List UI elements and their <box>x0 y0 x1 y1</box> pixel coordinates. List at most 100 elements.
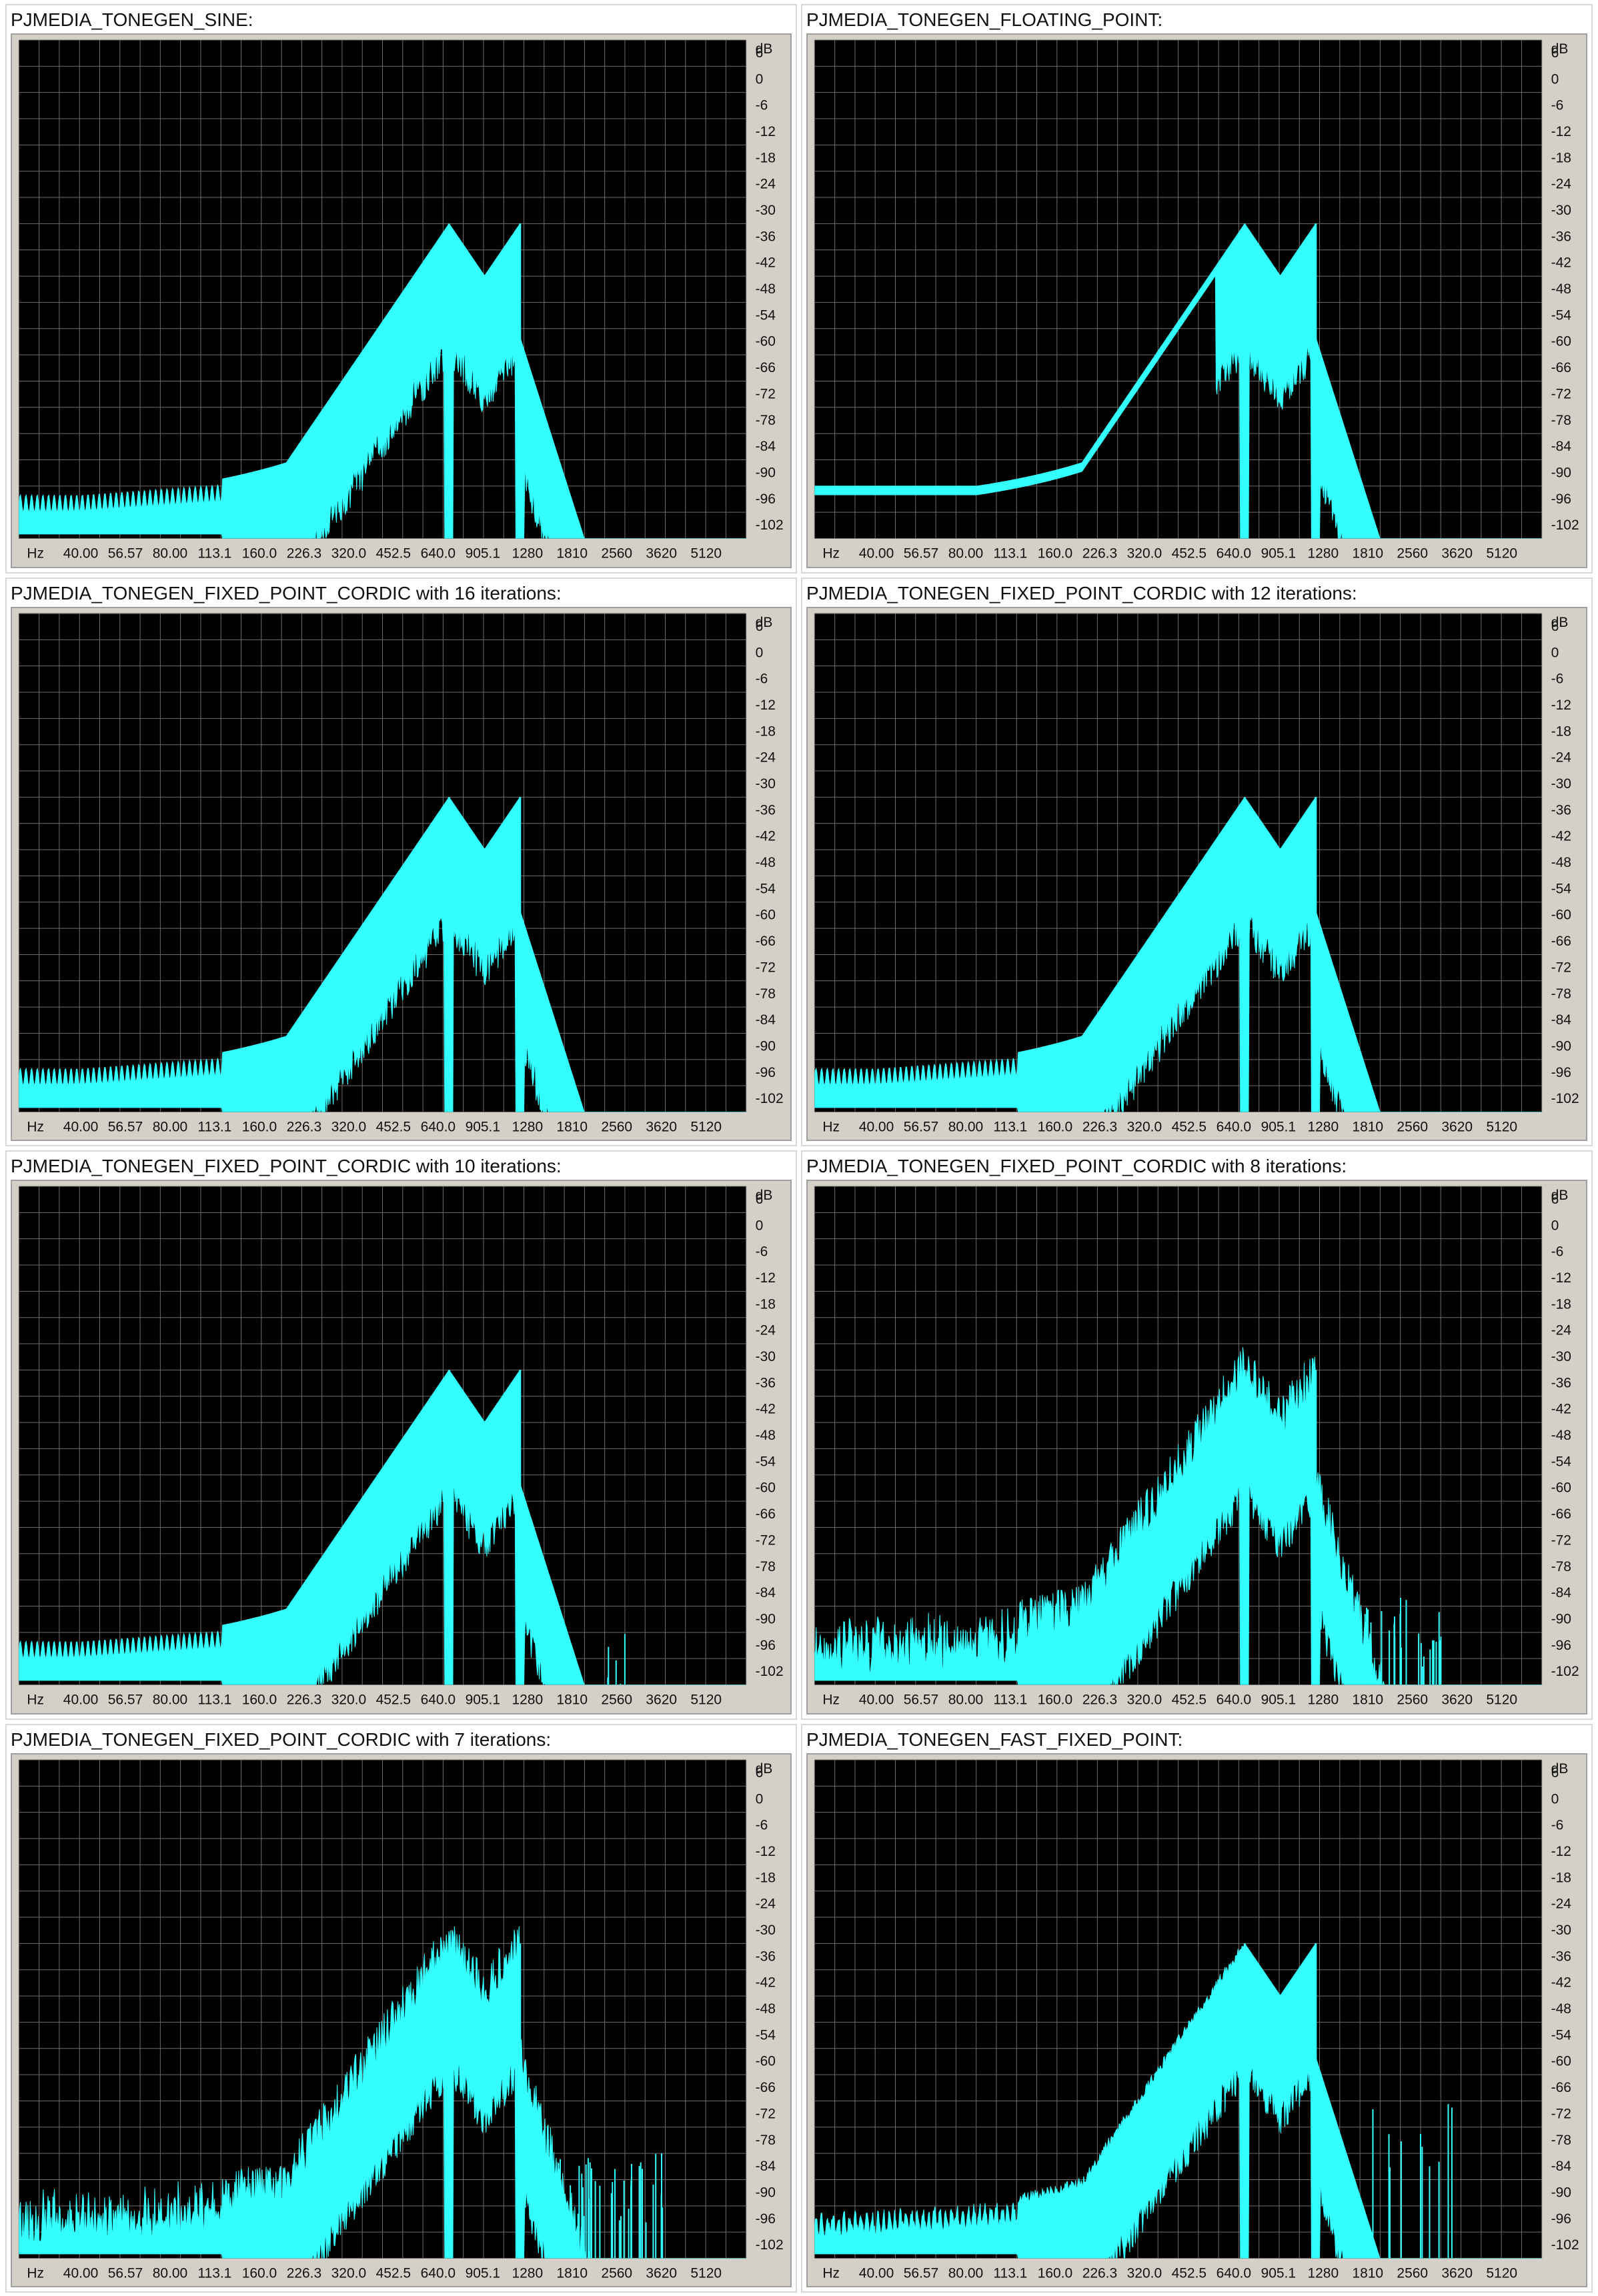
x-tick-label: 113.1 <box>993 546 1027 561</box>
x-tick-label: 40.00 <box>63 1119 98 1134</box>
y-axis-ticks: dB6 0 -6 -12 -18 -24 -30 -36 -42 -48 -54 -60 -66 -72 -… <box>756 41 784 533</box>
x-axis-ticks: Hz 40.00 56.57 80.00 113.1 160.0 226.3 320.0 452… <box>822 2265 1517 2281</box>
y-tick-label: -96 <box>756 1064 776 1080</box>
y-tick-label: -84 <box>1551 2159 1572 2174</box>
x-tick-label: 1280 <box>512 2265 543 2281</box>
x-axis-label: Hz <box>822 2265 840 2281</box>
y-tick-label: -102 <box>1551 2237 1579 2253</box>
y-tick-label: -6 <box>756 1817 768 1833</box>
y-tick-label: -42 <box>1551 1975 1571 1990</box>
x-tick-label: 56.57 <box>108 2265 143 2281</box>
y-tick-label: -102 <box>1551 1664 1579 1679</box>
y-tick-label: 6 <box>756 45 764 61</box>
y-tick-label: -72 <box>756 386 776 401</box>
x-tick-label: 320.0 <box>331 1692 366 1708</box>
y-tick-label: -18 <box>756 724 776 739</box>
y-tick-label: -90 <box>1551 1611 1571 1626</box>
y-tick-label: -84 <box>756 439 776 454</box>
x-tick-label: 80.00 <box>153 1119 187 1134</box>
spectrum-envelope <box>19 1369 746 1685</box>
y-tick-label: -78 <box>756 986 776 1001</box>
y-tick-label: -54 <box>1551 2027 1572 2043</box>
spectrum-chart: dB6 0 -6 -12 -18 -24 -30 -36 -42 -48 -54 -60 -66 -72 -… <box>814 612 1579 1134</box>
x-tick-label: 226.3 <box>287 2265 321 2281</box>
y-tick-label: -66 <box>756 2080 776 2095</box>
x-tick-label: 113.1 <box>197 1692 231 1708</box>
y-tick-label: -6 <box>1551 98 1564 113</box>
x-tick-label: 2560 <box>1397 546 1428 561</box>
x-tick-label: 160.0 <box>1038 546 1072 561</box>
y-tick-label: -78 <box>1551 986 1571 1001</box>
y-tick-label: -72 <box>756 1532 776 1548</box>
x-tick-label: 80.00 <box>948 1119 983 1134</box>
y-tick-label: -36 <box>756 1375 776 1390</box>
x-tick-label: 226.3 <box>287 1119 321 1134</box>
x-tick-label: 5120 <box>1486 1119 1517 1134</box>
x-tick-label: 80.00 <box>153 546 187 561</box>
x-tick-label: 3620 <box>646 1119 677 1134</box>
y-tick-label: -102 <box>1551 1091 1579 1106</box>
x-tick-label: 226.3 <box>1082 546 1117 561</box>
x-tick-label: 452.5 <box>1172 1692 1207 1708</box>
y-tick-label: -48 <box>756 855 776 870</box>
y-tick-label: -48 <box>1551 2001 1571 2017</box>
x-tick-label: 452.5 <box>376 1692 411 1708</box>
x-axis-ticks: Hz 40.00 56.57 80.00 113.1 160.0 226.3 320.0 452… <box>822 1119 1517 1134</box>
x-tick-label: 320.0 <box>331 1119 366 1134</box>
y-tick-label: 0 <box>756 645 764 660</box>
x-tick-label: 2560 <box>601 1119 632 1134</box>
x-tick-label: 5120 <box>1486 546 1517 561</box>
y-tick-label: -30 <box>1551 203 1571 218</box>
y-tick-label: -6 <box>1551 1817 1564 1833</box>
y-tick-label: -60 <box>756 2053 776 2069</box>
x-tick-label: 1280 <box>512 546 543 561</box>
x-axis-ticks: Hz 40.00 56.57 80.00 113.1 160.0 226.3 320.0 452… <box>27 1692 722 1708</box>
x-tick-label: 3620 <box>646 2265 677 2281</box>
x-tick-label: 905.1 <box>1261 546 1296 561</box>
y-tick-label: -102 <box>1551 517 1579 533</box>
y-tick-label: -66 <box>756 1506 776 1522</box>
chart-cell-sine: PJMEDIA_TONEGEN_SINE: dB 6 0 -6 -12 -18 -24 -30… <box>5 4 797 573</box>
y-tick-label: -72 <box>756 960 776 975</box>
y-tick-label: -78 <box>1551 2132 1571 2147</box>
x-axis-ticks: Hz 40.00 56.57 80.00 113.1 160.0 226.3 320.0 452… <box>27 546 722 561</box>
y-tick-label: -12 <box>1551 1844 1571 1859</box>
x-tick-label: 113.1 <box>993 2265 1027 2281</box>
x-axis-label: Hz <box>822 1119 840 1134</box>
y-tick-label: -24 <box>1551 1896 1572 1911</box>
chart-cell-fast-fixed-point: PJMEDIA_TONEGEN_FAST_FIXED_POINT: dB 6 0 -6… <box>801 1723 1593 2293</box>
y-tick-label: 0 <box>756 1791 764 1807</box>
y-tick-label: -30 <box>756 203 776 218</box>
y-tick-label: -54 <box>1551 1454 1572 1469</box>
chart-cell-cordic-12: PJMEDIA_TONEGEN_FIXED_POINT_CORDIC with … <box>801 577 1593 1146</box>
spectrum-series <box>814 796 1542 1112</box>
y-tick-label: -24 <box>756 177 776 192</box>
x-tick-label: 1280 <box>1307 1692 1339 1708</box>
y-tick-label: -36 <box>1551 1375 1571 1390</box>
x-tick-label: 905.1 <box>1261 1692 1296 1708</box>
y-tick-label: -36 <box>1551 229 1571 244</box>
y-tick-label: -54 <box>756 307 776 323</box>
x-tick-label: 640.0 <box>421 546 456 561</box>
x-tick-label: 452.5 <box>376 546 411 561</box>
y-tick-label: -24 <box>756 750 776 765</box>
x-tick-label: 5120 <box>690 1119 722 1134</box>
spectrum-panel: dB 6 0 -6 -12 -18 -24 -30 -36 -42 -48 -54 -60 -66 -72 -… <box>806 606 1587 1141</box>
y-tick-label: -102 <box>756 517 784 533</box>
y-tick-label: -78 <box>1551 413 1571 428</box>
x-tick-label: 1810 <box>556 546 588 561</box>
y-tick-label: -12 <box>756 1844 776 1859</box>
x-tick-label: 160.0 <box>242 2265 277 2281</box>
y-tick-label: -48 <box>1551 1428 1571 1443</box>
x-tick-label: 640.0 <box>1217 546 1251 561</box>
y-tick-label: 6 <box>756 1765 764 1780</box>
y-tick-label: -54 <box>756 881 776 896</box>
x-tick-label: 320.0 <box>1127 2265 1162 2281</box>
y-tick-label: 0 <box>1551 1218 1559 1233</box>
y-tick-label: -96 <box>1551 1064 1571 1080</box>
x-tick-label: 3620 <box>1441 1119 1473 1134</box>
y-tick-label: -30 <box>1551 1349 1571 1364</box>
spectrum-envelope <box>814 1942 1542 2259</box>
y-tick-label: -18 <box>756 1296 776 1312</box>
spectrum-series <box>814 1347 1542 1685</box>
